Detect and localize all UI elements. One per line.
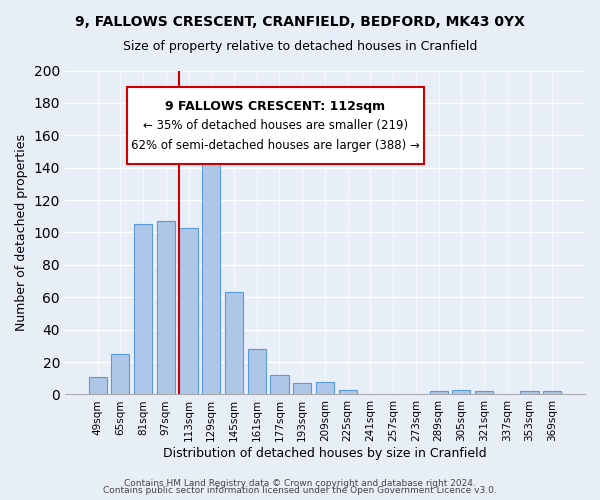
Bar xyxy=(543,391,562,394)
Bar xyxy=(338,390,357,394)
Bar xyxy=(202,146,220,394)
Bar xyxy=(452,390,470,394)
Text: 9 FALLOWS CRESCENT: 112sqm: 9 FALLOWS CRESCENT: 112sqm xyxy=(166,100,386,112)
Bar xyxy=(89,376,107,394)
Bar xyxy=(248,349,266,395)
Text: ← 35% of detached houses are smaller (219): ← 35% of detached houses are smaller (21… xyxy=(143,119,408,132)
Text: Size of property relative to detached houses in Cranfield: Size of property relative to detached ho… xyxy=(123,40,477,53)
Text: 62% of semi-detached houses are larger (388) →: 62% of semi-detached houses are larger (… xyxy=(131,138,420,151)
Bar xyxy=(225,292,243,394)
X-axis label: Distribution of detached houses by size in Cranfield: Distribution of detached houses by size … xyxy=(163,447,487,460)
Bar xyxy=(293,383,311,394)
Bar xyxy=(179,228,197,394)
Bar xyxy=(271,375,289,394)
Text: 9, FALLOWS CRESCENT, CRANFIELD, BEDFORD, MK43 0YX: 9, FALLOWS CRESCENT, CRANFIELD, BEDFORD,… xyxy=(75,15,525,29)
Bar xyxy=(134,224,152,394)
Text: Contains public sector information licensed under the Open Government Licence v3: Contains public sector information licen… xyxy=(103,486,497,495)
Bar xyxy=(316,382,334,394)
Text: Contains HM Land Registry data © Crown copyright and database right 2024.: Contains HM Land Registry data © Crown c… xyxy=(124,478,476,488)
FancyBboxPatch shape xyxy=(127,86,424,164)
Bar xyxy=(520,391,539,394)
Bar xyxy=(157,221,175,394)
Bar xyxy=(111,354,130,395)
Bar xyxy=(475,391,493,394)
Y-axis label: Number of detached properties: Number of detached properties xyxy=(15,134,28,331)
Bar xyxy=(430,391,448,394)
